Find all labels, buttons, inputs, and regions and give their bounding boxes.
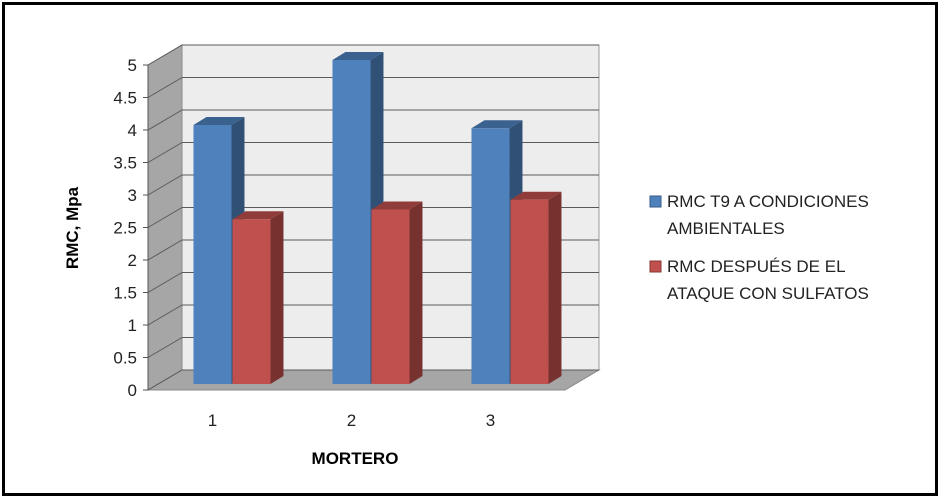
legend-label: AMBIENTALES — [667, 219, 785, 238]
y-tick-label: 4 — [128, 121, 137, 140]
bar-front — [332, 60, 371, 384]
y-tick-label: 1 — [128, 316, 137, 335]
bar-side — [270, 211, 284, 384]
gridline-side — [147, 272, 183, 293]
gridline-side — [147, 337, 183, 358]
bar-top — [471, 120, 523, 129]
bar-front — [471, 128, 510, 384]
y-tick-label: 3 — [128, 186, 137, 205]
gridline-side — [147, 174, 183, 196]
bar-side — [548, 191, 562, 384]
gridline-side — [147, 142, 183, 163]
y-tick-label: 0.5 — [113, 349, 137, 368]
legend-label: RMC T9 A CONDICIONES — [667, 192, 869, 211]
x-tick-label: 1 — [208, 411, 217, 430]
gridline-side — [147, 44, 183, 66]
gridline-side — [147, 207, 183, 228]
y-tick-label: 0 — [128, 381, 137, 400]
y-tick-label: 1.5 — [113, 284, 137, 303]
y-tick-label: 4.5 — [113, 89, 137, 108]
bar-top — [193, 117, 245, 125]
bars — [193, 52, 562, 384]
legend: RMC T9 A CONDICIONES AMBIENTALES RMC DESPU… — [649, 192, 869, 303]
y-axis-title: RMC, Mpa — [63, 186, 82, 269]
legend-label: RMC DESPUÉS DE EL — [667, 257, 846, 276]
bar-front — [232, 219, 271, 384]
bar-sulfate-1 — [232, 211, 284, 384]
x-axis-title: MORTERO — [312, 449, 399, 468]
bar-sulfate-2 — [371, 201, 423, 384]
legend-item-1: RMC T9 A CONDICIONES AMBIENTALES — [649, 192, 869, 238]
bar-top — [332, 52, 384, 60]
bar-top — [371, 201, 423, 210]
bar-top — [232, 211, 284, 220]
bar-sulfate-3 — [510, 191, 562, 384]
gridline-side — [147, 304, 183, 326]
bar-front — [510, 199, 549, 384]
legend-swatch — [649, 195, 662, 208]
x-tick-label: 2 — [347, 411, 356, 430]
bar-side — [409, 201, 423, 384]
gridline-side — [147, 77, 183, 98]
bar-front — [371, 209, 410, 384]
bar-top — [510, 191, 562, 200]
y-tick-label: 3.5 — [113, 154, 137, 173]
x-tick-label: 3 — [486, 411, 495, 430]
y-tick-label: 5 — [128, 56, 137, 75]
gridline-side — [147, 109, 183, 131]
legend-item-2: RMC DESPUÉS DE EL ATAQUE CON SULFATOS — [649, 257, 869, 303]
legend-label: ATAQUE CON SULFATOS — [667, 284, 869, 303]
y-tick-label: 2.5 — [113, 219, 137, 238]
legend-swatch — [649, 260, 662, 273]
gridline-side — [147, 369, 183, 391]
y-tick-label: 2 — [128, 251, 137, 270]
y-tick-labels: 0 0.5 1 1.5 2 2.5 3 3.5 4 4.5 5 — [113, 56, 137, 400]
gridline-side — [147, 239, 183, 261]
bar-front — [193, 125, 232, 384]
x-tick-labels: 1 2 3 — [208, 411, 495, 430]
